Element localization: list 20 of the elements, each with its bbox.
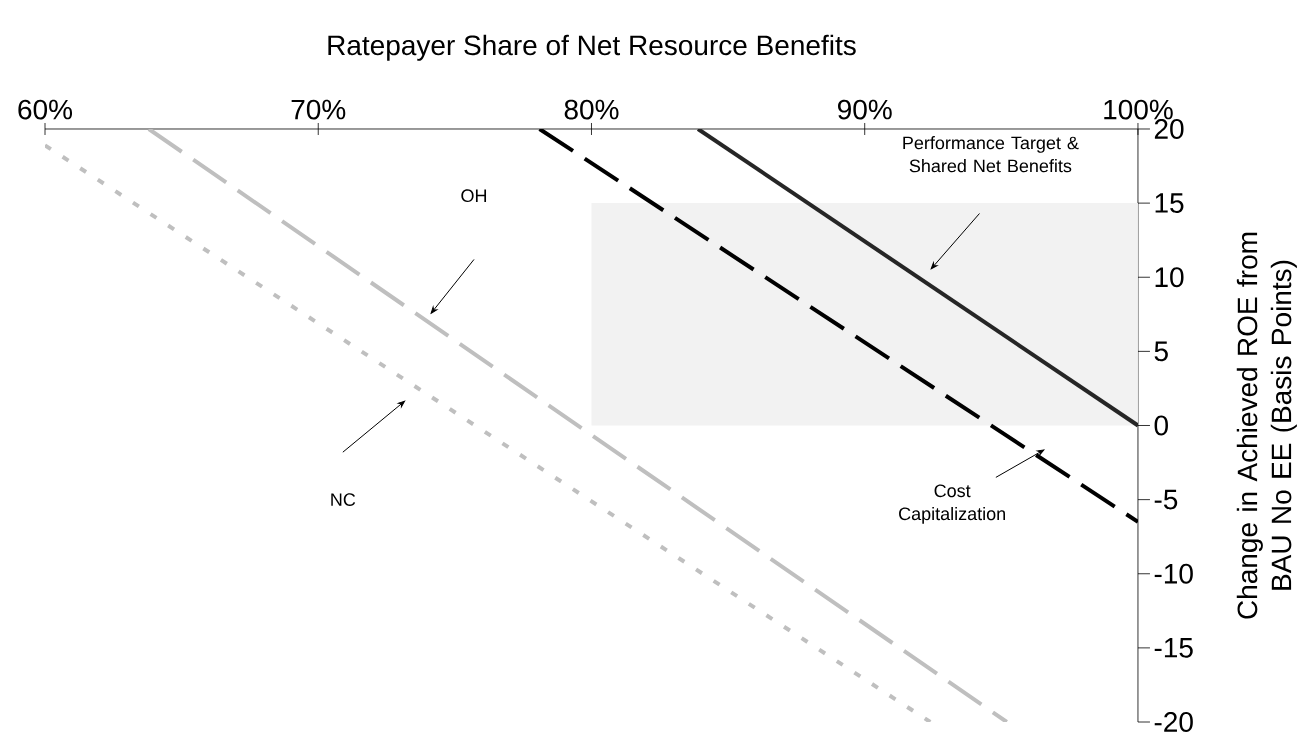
y-axis-title: Change in Achieved ROE from BAU No EE (Basis Points) bbox=[1236, 232, 1297, 619]
x-tick-label: 70% bbox=[291, 99, 346, 120]
y-tick-label: -20 bbox=[1154, 712, 1193, 732]
y-tick-label: -15 bbox=[1154, 638, 1193, 658]
y-tick-label: 10 bbox=[1155, 267, 1184, 288]
annotation: Cost Capitalization bbox=[899, 484, 1005, 524]
x-tick-label: 60% bbox=[18, 99, 73, 120]
x-tick-label: 80% bbox=[564, 99, 619, 120]
x-tick-label: 90% bbox=[838, 99, 892, 120]
y-tick-label: 15 bbox=[1155, 193, 1184, 213]
y-tick-label: -10 bbox=[1154, 563, 1193, 584]
y-tick-label: -5 bbox=[1154, 489, 1178, 510]
annotation: OH bbox=[461, 189, 487, 203]
x-tick-label: 100% bbox=[1104, 99, 1173, 120]
y-tick-label: 0 bbox=[1154, 415, 1168, 436]
x-axis-title: Ratepayer Share of Net Resource Benefits bbox=[328, 34, 856, 61]
y-tick-label: 5 bbox=[1154, 341, 1168, 362]
annotation: Performance Target & Shared Net Benefits bbox=[903, 136, 1079, 173]
annotation: NC bbox=[331, 493, 356, 506]
y-tick-label: 20 bbox=[1154, 119, 1184, 139]
